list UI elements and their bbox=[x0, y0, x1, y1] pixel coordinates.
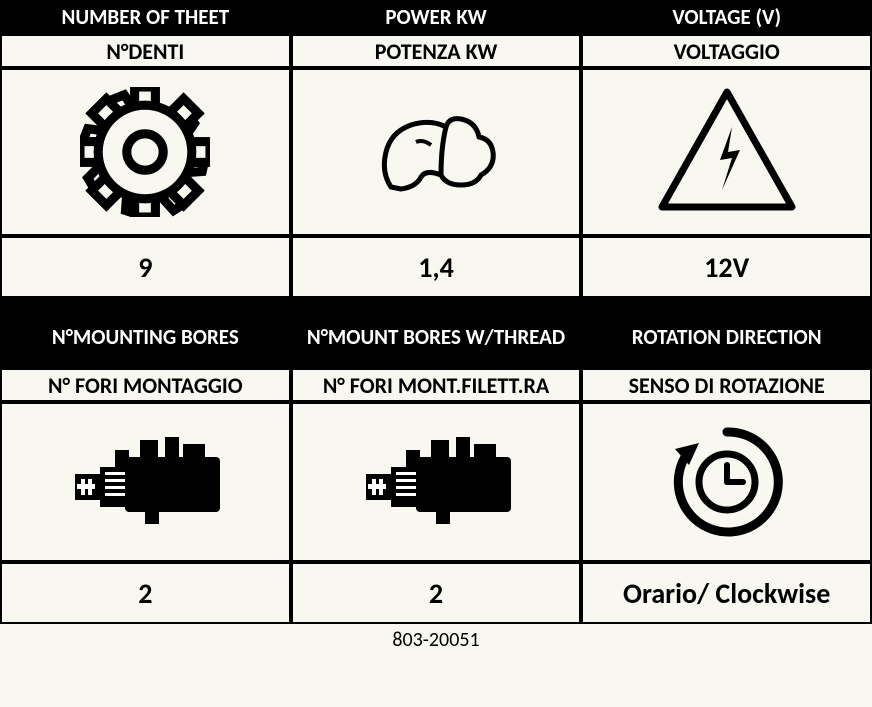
arm-icon bbox=[361, 97, 511, 207]
value-bores-thread: 2 bbox=[291, 562, 582, 624]
icon-cell-starter1 bbox=[0, 402, 291, 562]
header-it-denti: N°DENTI bbox=[0, 34, 291, 68]
gear-icon bbox=[80, 87, 210, 217]
header-it-fori-filett: N° FORI MONT.FILETT.RA bbox=[291, 368, 582, 402]
value-voltage: 12V bbox=[581, 236, 872, 298]
value-rotation: Orario/ Clockwise bbox=[581, 562, 872, 624]
starter-icon bbox=[346, 422, 526, 542]
value-bores: 2 bbox=[0, 562, 291, 624]
part-number: 803-20051 bbox=[0, 628, 872, 652]
value-teeth: 9 bbox=[0, 236, 291, 298]
header-it-fori: N° FORI MONTAGGIO bbox=[0, 368, 291, 402]
value-power: 1,4 bbox=[291, 236, 582, 298]
header-it-voltaggio: VOLTAGGIO bbox=[581, 34, 872, 68]
header-en-power: POWER KW bbox=[291, 0, 582, 34]
icon-cell-clockwise bbox=[581, 402, 872, 562]
starter-icon bbox=[55, 422, 235, 542]
header-it-potenza: POTENZA KW bbox=[291, 34, 582, 68]
clockwise-icon bbox=[657, 417, 797, 547]
icon-cell-voltage bbox=[581, 68, 872, 236]
header-it-senso: SENSO DI ROTAZIONE bbox=[581, 368, 872, 402]
header-en-voltage: VOLTAGE (V) bbox=[581, 0, 872, 34]
spec-table: NUMBER OF THEET POWER KW VOLTAGE (V) N°D… bbox=[0, 0, 872, 652]
icon-cell-starter2 bbox=[291, 402, 582, 562]
header-en-teeth: NUMBER OF THEET bbox=[0, 0, 291, 34]
voltage-icon bbox=[652, 82, 802, 222]
icon-cell-arm bbox=[291, 68, 582, 236]
header-en-bores: N°MOUNTING BORES bbox=[0, 308, 291, 368]
icon-cell-gear bbox=[0, 68, 291, 236]
header-en-rotation: ROTATION DIRECTION bbox=[581, 308, 872, 368]
header-en-bores-thread: N°MOUNT BORES W/THREAD bbox=[291, 308, 582, 368]
